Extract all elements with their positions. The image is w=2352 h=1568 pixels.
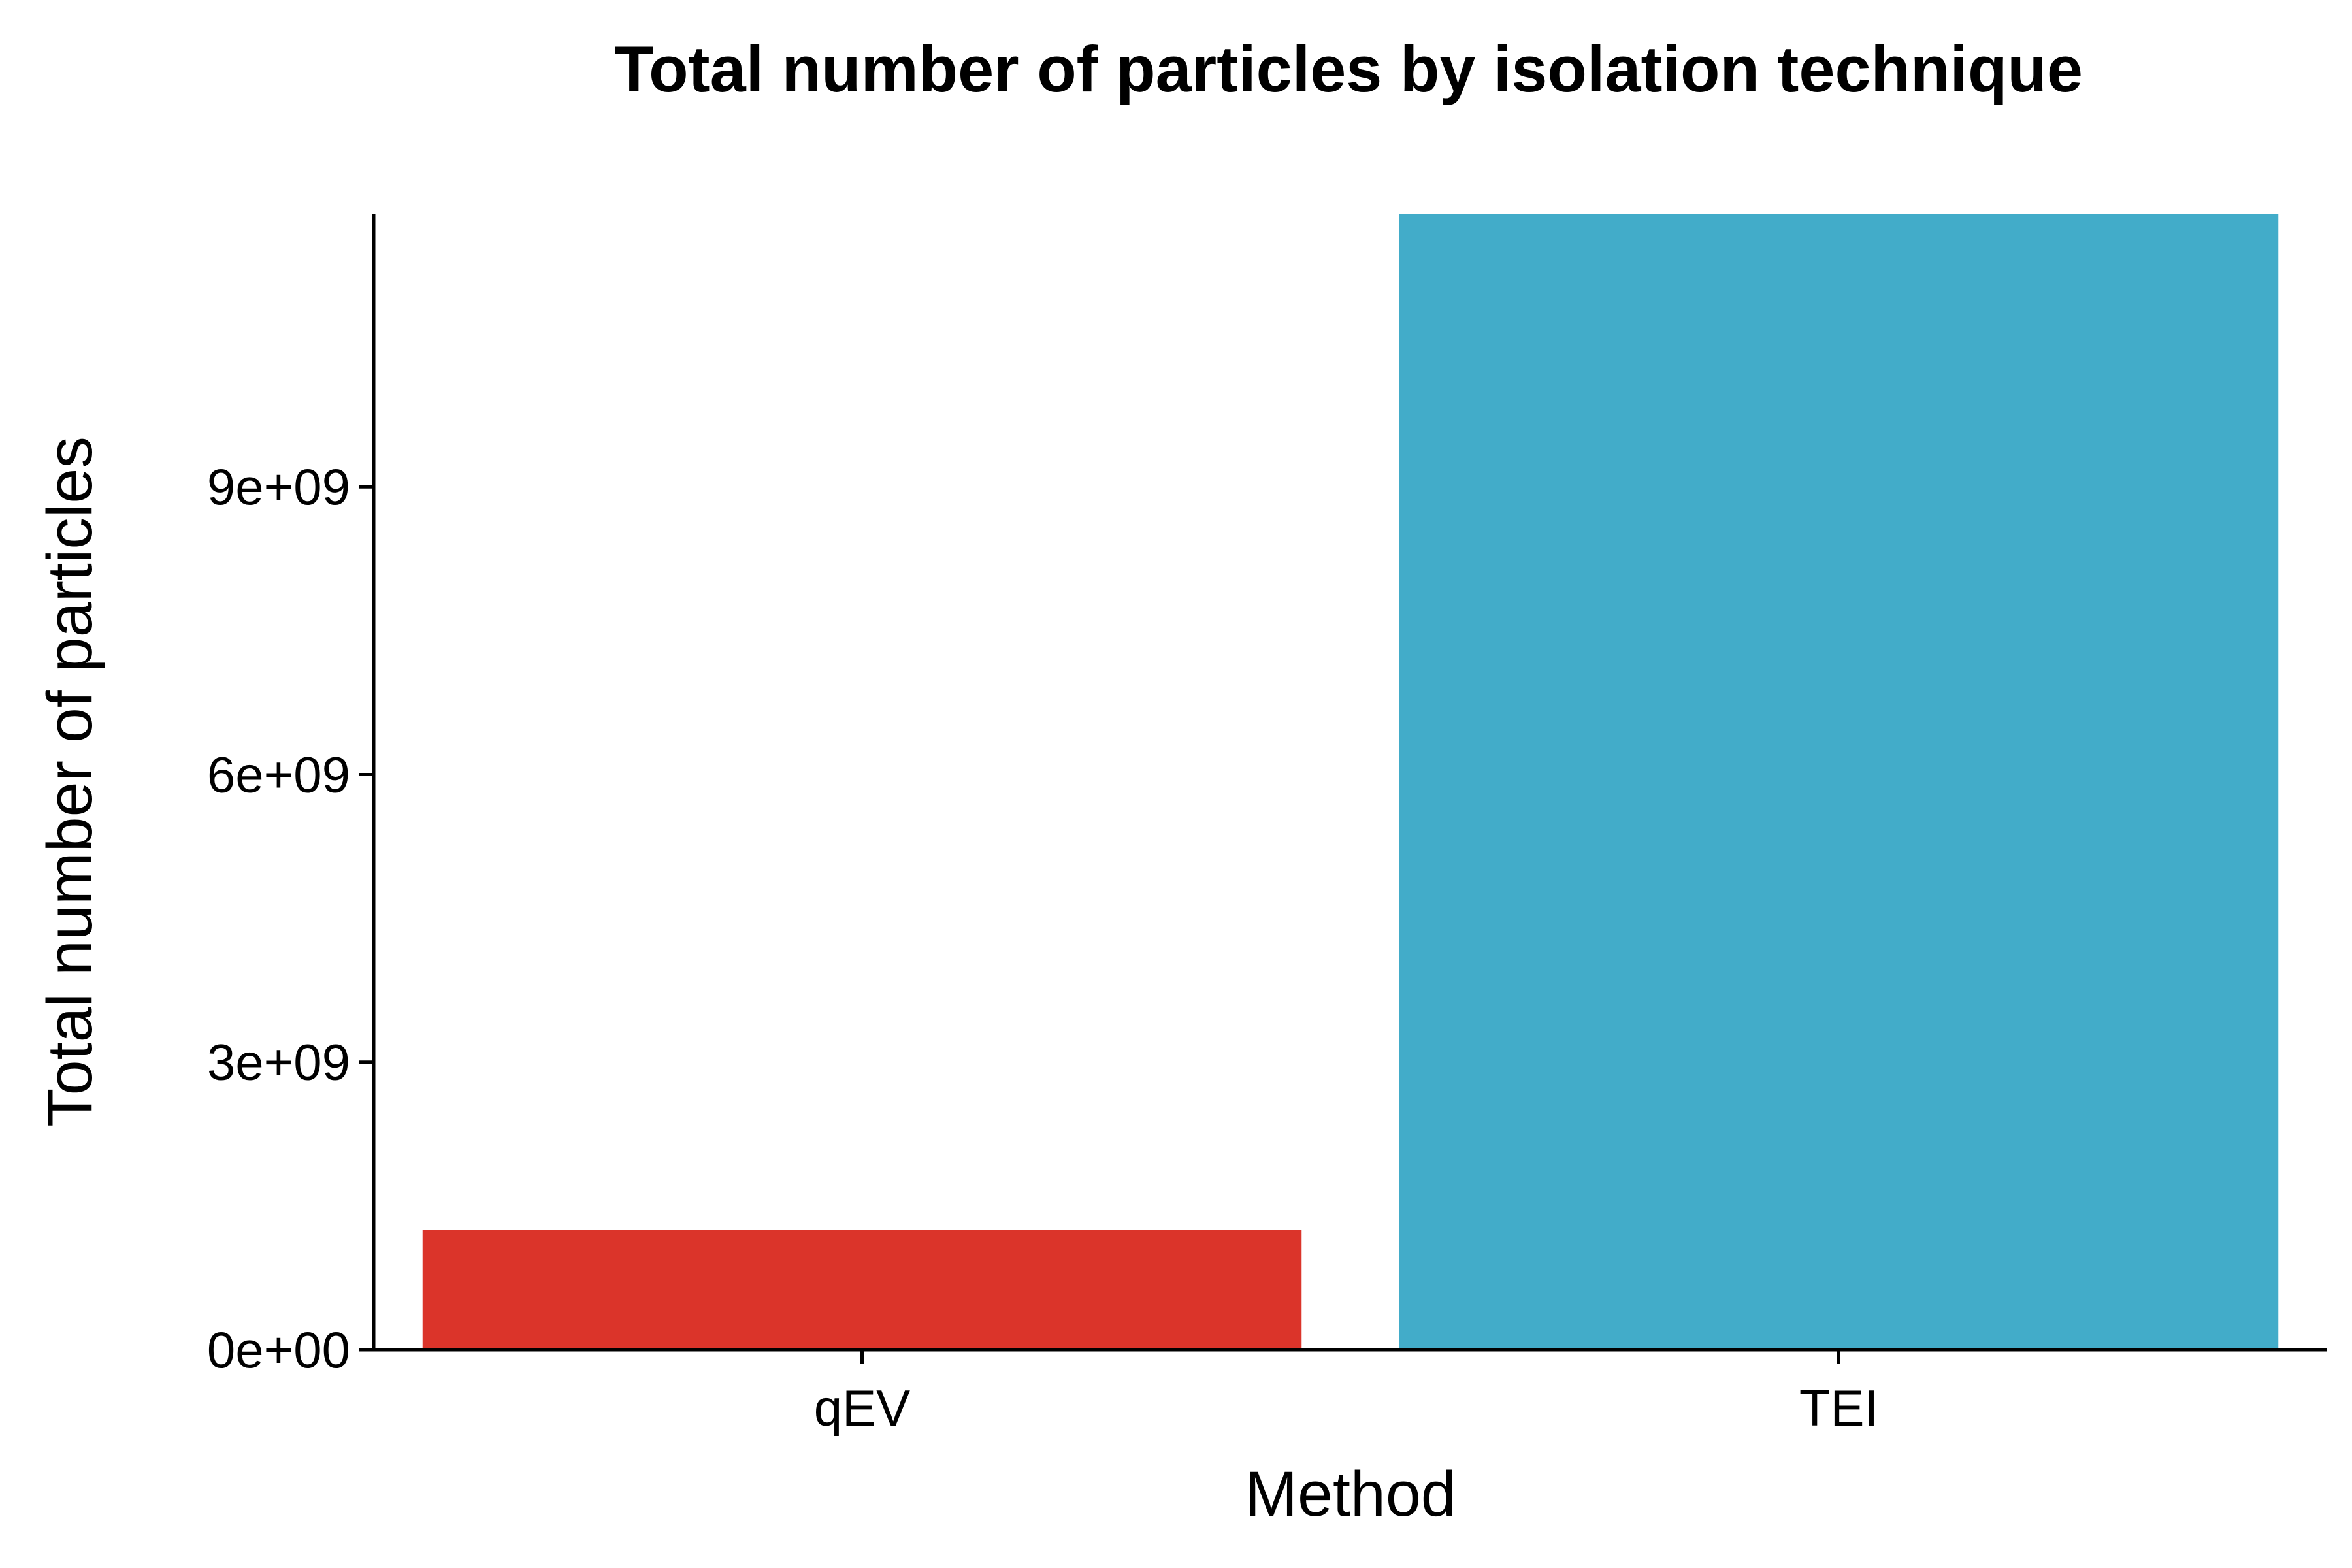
chart-title: Total number of particles by isolation t… (614, 33, 2083, 105)
y-tick-label: 0e+00 (207, 1321, 350, 1379)
x-axis-title: Method (1245, 1458, 1456, 1529)
y-tick-label: 6e+09 (207, 745, 350, 803)
x-axis-ticks: qEV TEI (814, 1350, 1878, 1437)
y-tick-label: 9e+09 (207, 458, 350, 515)
x-tick-label: TEI (1799, 1379, 1878, 1437)
y-axis-ticks: 0e+00 3e+09 6e+09 9e+09 (207, 458, 374, 1379)
x-tick-label: qEV (814, 1379, 910, 1437)
y-tick-label: 3e+09 (207, 1034, 350, 1091)
y-axis-title: Total number of particles (34, 436, 105, 1127)
bars (422, 214, 2279, 1350)
bar-TEI (1399, 214, 2279, 1350)
plot-area: 0e+00 3e+09 6e+09 9e+09 qEV TEI (207, 214, 2327, 1437)
bar-qEV (422, 1230, 1302, 1350)
